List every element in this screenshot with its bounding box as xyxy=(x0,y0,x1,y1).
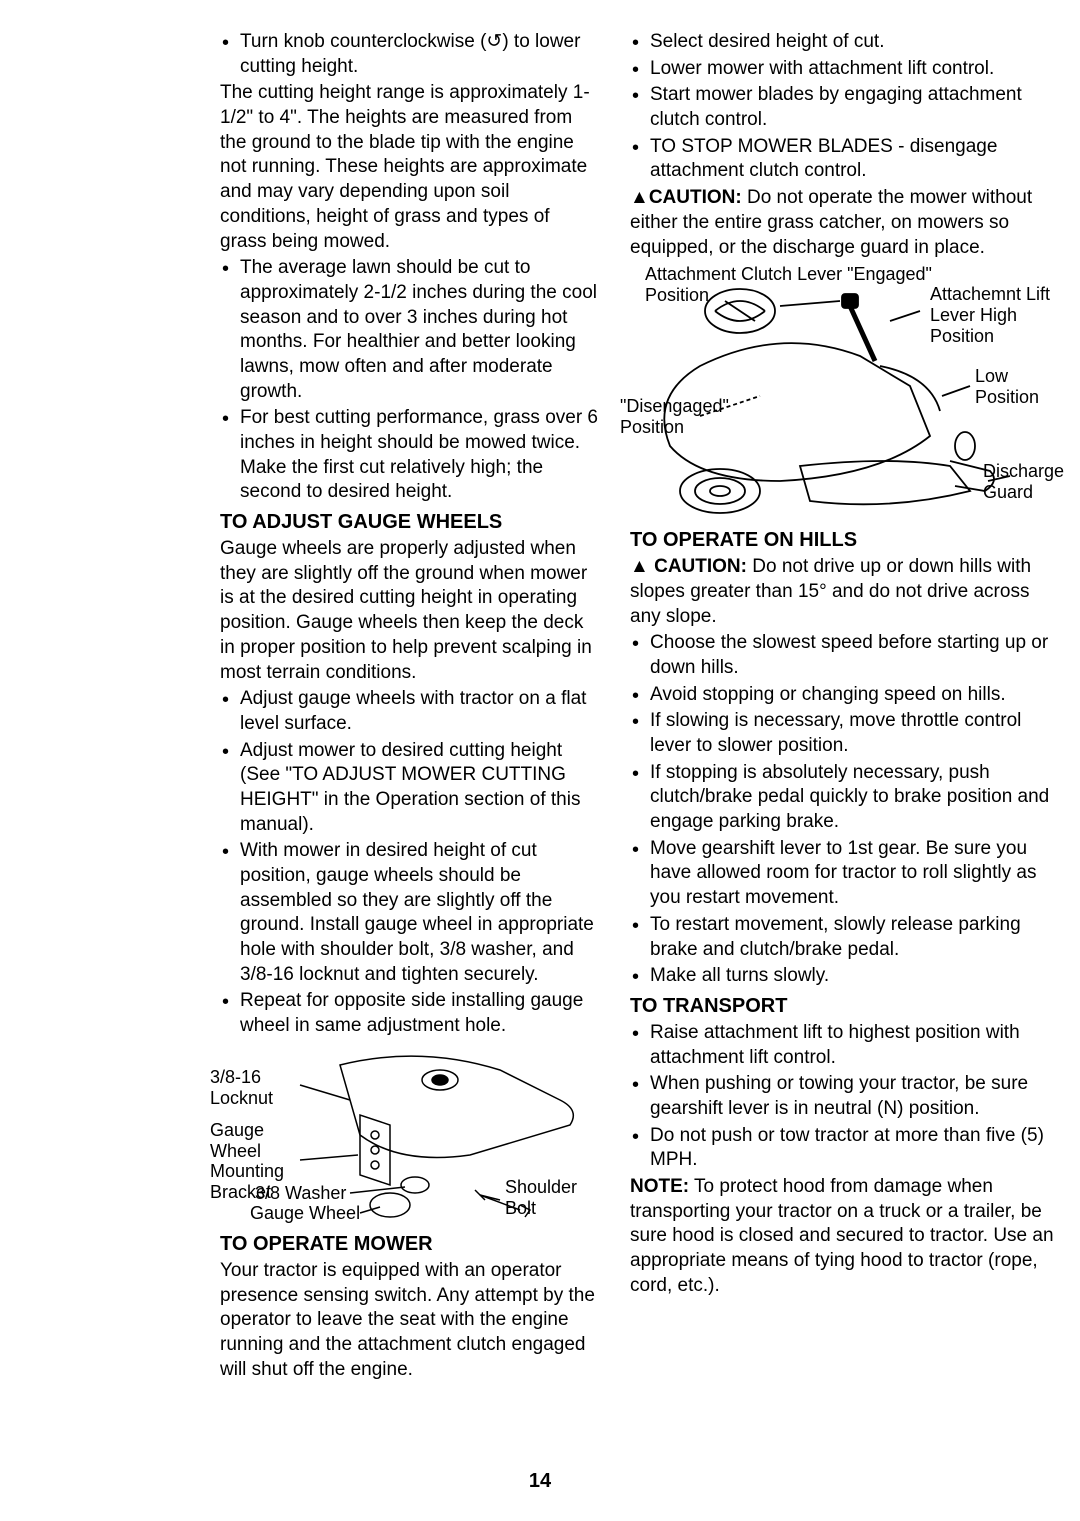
list-item: The average lawn should be cut to approx… xyxy=(220,256,600,404)
page-number: 14 xyxy=(529,1470,551,1493)
mower-figure: Attachment Clutch Lever "Engaged" Positi… xyxy=(630,266,1060,521)
lift-label: Attachemnt Lift Lever High Position xyxy=(930,284,1050,346)
list-item: Raise attachment lift to highest positio… xyxy=(630,1021,1060,1070)
hills-heading: TO OPERATE ON HILLS xyxy=(630,527,1060,553)
list-item: When pushing or towing your tractor, be … xyxy=(630,1072,1060,1121)
hills-list: Choose the slowest speed before starting… xyxy=(630,631,1060,989)
note-label: NOTE: xyxy=(630,1176,689,1197)
list-item: If stopping is absolutely necessary, pus… xyxy=(630,761,1060,835)
list-item: Adjust gauge wheels with tractor on a fl… xyxy=(220,687,600,736)
washer-label: 3/8 Washer xyxy=(255,1183,346,1204)
caution-2: ▲ CAUTION: Do not drive up or down hills… xyxy=(630,555,1060,629)
transport-heading: TO TRANSPORT xyxy=(630,993,1060,1019)
top-list: Select desired height of cut. Lower mowe… xyxy=(630,30,1060,184)
list-item: Select desired height of cut. xyxy=(630,30,1060,55)
caution-1: ▲CAUTION: Do not operate the mower witho… xyxy=(630,186,1060,260)
gwheel-label: Gauge Wheel xyxy=(250,1203,360,1224)
list-item: Repeat for opposite side installing gaug… xyxy=(220,989,600,1038)
list-item: Lower mower with attachment lift control… xyxy=(630,57,1060,82)
gauge-heading: TO ADJUST GAUGE WHEELS xyxy=(220,509,600,535)
guard-label: Discharge Guard xyxy=(983,461,1064,502)
intro-bullet: Turn knob counterclockwise (↺) to lower … xyxy=(220,30,600,79)
gauge-wheel-figure: 3/8-16 Locknut Gauge Wheel Mounting Brac… xyxy=(220,1045,600,1225)
disengaged-label: "Disengaged" Position xyxy=(620,396,729,437)
transport-list: Raise attachment lift to highest positio… xyxy=(630,1021,1060,1173)
list-item: To restart movement, slowly release park… xyxy=(630,913,1060,962)
engaged-label: Attachment Clutch Lever "Engaged" Positi… xyxy=(645,264,932,305)
bolt-label: Shoulder Bolt xyxy=(505,1177,577,1218)
low-label: Low Position xyxy=(975,366,1039,407)
list-item: If slowing is necessary, move throttle c… xyxy=(630,709,1060,758)
operate-heading: TO OPERATE MOWER xyxy=(220,1231,600,1257)
note-para: NOTE: To protect hood from damage when t… xyxy=(630,1175,1060,1298)
list-item: Start mower blades by engaging attachmen… xyxy=(630,83,1060,132)
right-column: Select desired height of cut. Lower mowe… xyxy=(630,30,1060,1384)
list-item: Do not push or tow tractor at more than … xyxy=(630,1124,1060,1173)
list-item: TO STOP MOWER BLADES - disengage attachm… xyxy=(630,135,1060,184)
list-item: Adjust mower to desired cutting height (… xyxy=(220,739,600,838)
intro-list: The average lawn should be cut to approx… xyxy=(220,256,600,505)
warning-icon: ▲ xyxy=(630,186,649,211)
list-item: With mower in desired height of cut posi… xyxy=(220,839,600,987)
list-item: Choose the slowest speed before starting… xyxy=(630,631,1060,680)
intro-para: The cutting height range is approximatel… xyxy=(220,81,600,254)
caution-label: CAUTION: xyxy=(654,556,747,577)
list-item: Move gearshift lever to 1st gear. Be sur… xyxy=(630,837,1060,911)
locknut-label: 3/8-16 Locknut xyxy=(210,1067,273,1108)
caution-label: CAUTION: xyxy=(649,187,742,208)
left-column: Turn knob counterclockwise (↺) to lower … xyxy=(40,30,600,1384)
note-text: To protect hood from damage when transpo… xyxy=(630,1176,1054,1296)
operate-para: Your tractor is equipped with an operato… xyxy=(220,1259,600,1382)
warning-icon: ▲ xyxy=(630,555,649,580)
list-item: Make all turns slowly. xyxy=(630,964,1060,989)
gauge-para: Gauge wheels are properly adjusted when … xyxy=(220,537,600,685)
list-item: Avoid stopping or changing speed on hill… xyxy=(630,683,1060,708)
list-item: For best cutting performance, grass over… xyxy=(220,406,600,505)
gauge-list: Adjust gauge wheels with tractor on a fl… xyxy=(220,687,600,1039)
